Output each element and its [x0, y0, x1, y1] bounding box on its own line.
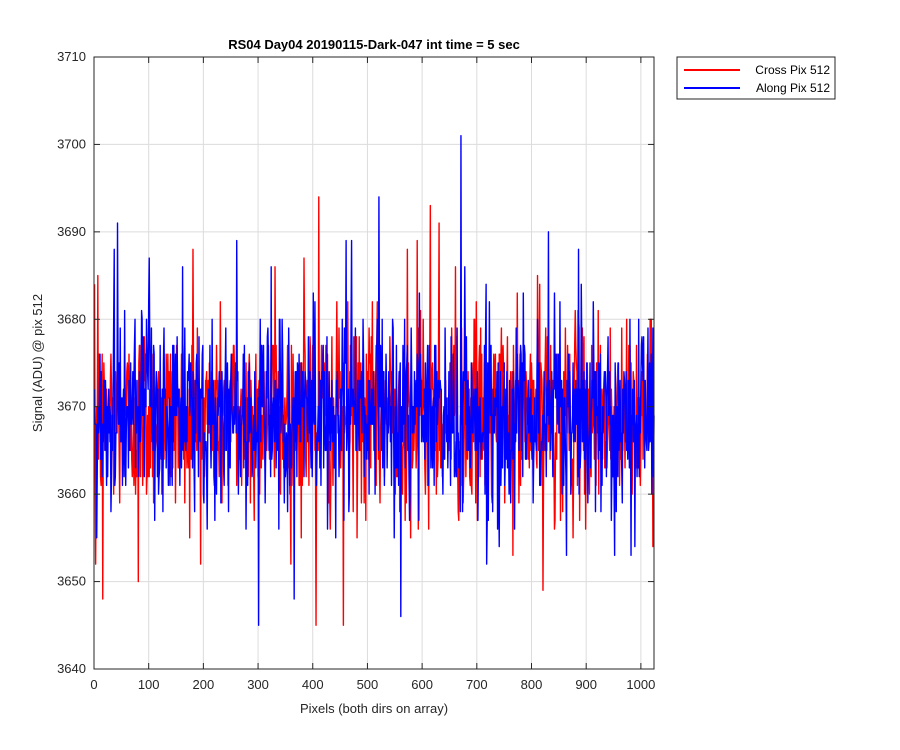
x-tick-label: 400 [302, 677, 324, 692]
x-axis-label: Pixels (both dirs on array) [300, 701, 448, 716]
legend-label-along: Along Pix 512 [756, 81, 830, 95]
y-tick-label: 3670 [57, 399, 86, 414]
x-tick-label: 0 [90, 677, 97, 692]
y-tick-label: 3680 [57, 311, 86, 326]
y-axis-label: Signal (ADU) @ pix 512 [30, 294, 45, 432]
plot-box [93, 56, 655, 670]
x-tick-label: 200 [193, 677, 215, 692]
x-tick-label: 800 [521, 677, 543, 692]
series-line-cross-pix-512 [93, 196, 655, 626]
legend-label-cross: Cross Pix 512 [755, 63, 830, 77]
chart-title: RS04 Day04 20190115-Dark-047 int time = … [228, 37, 520, 52]
x-tick-label: 600 [411, 677, 433, 692]
series-line-along-pix-512 [93, 134, 655, 626]
x-tick-label: 900 [575, 677, 597, 692]
x-tick-label: 700 [466, 677, 488, 692]
x-tick-label: 100 [138, 677, 160, 692]
y-tick-label: 3650 [57, 574, 86, 589]
legend: Cross Pix 512 Along Pix 512 [676, 56, 836, 100]
x-tick-label: 1000 [626, 677, 655, 692]
x-tick-label: 300 [247, 677, 269, 692]
y-tick-label: 3660 [57, 486, 86, 501]
axis-ticks: 0 100 200 300 400 500 600 700 800 900 1000 3640 3650… [57, 49, 655, 692]
y-tick-label: 3700 [57, 136, 86, 151]
y-tick-label: 3640 [57, 661, 86, 676]
series-lines [93, 134, 655, 626]
x-tick-label: 500 [357, 677, 379, 692]
y-tick-label: 3710 [57, 49, 86, 64]
y-tick-label: 3690 [57, 224, 86, 239]
legend-box [676, 56, 836, 100]
